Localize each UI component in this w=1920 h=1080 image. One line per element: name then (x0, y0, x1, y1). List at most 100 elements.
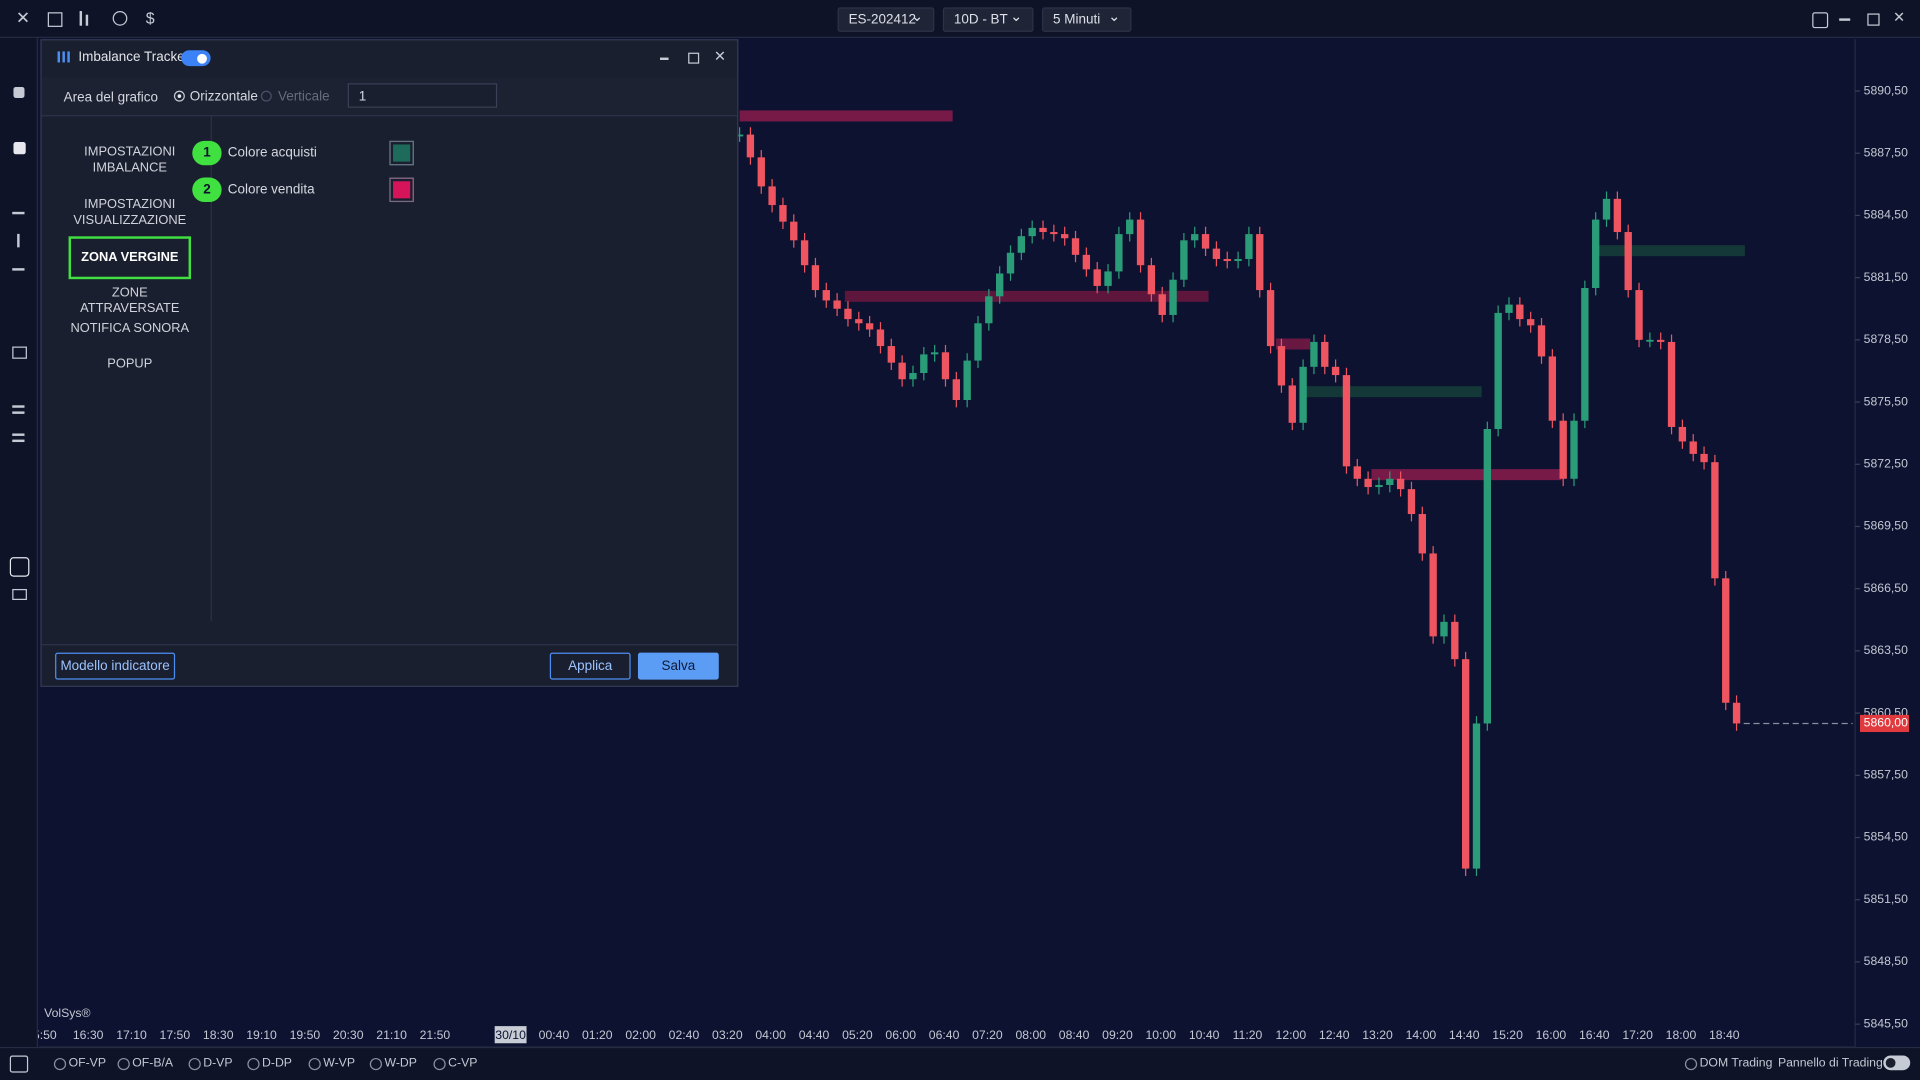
candle (1006, 252, 1015, 274)
minimize-icon[interactable] (659, 57, 669, 60)
candle (1028, 227, 1036, 237)
candle (844, 308, 852, 320)
candle (1353, 466, 1361, 479)
close-window-icon[interactable]: ✕ (1893, 8, 1906, 26)
apply-button[interactable]: Applica (549, 652, 631, 680)
x-tick-label: 09:20 (1102, 1028, 1133, 1042)
tool-icon[interactable] (13, 142, 26, 155)
candle (974, 323, 982, 361)
menu-item[interactable]: IMPOSTAZIONI IMBALANCE (84, 144, 176, 176)
candle (1039, 227, 1047, 233)
color-swatch[interactable] (389, 140, 414, 166)
candle (887, 346, 895, 363)
candle-icon[interactable] (47, 12, 63, 27)
timeframe-dropdown[interactable]: 5 Minuti (1042, 7, 1132, 32)
imbalance-zone (1597, 245, 1745, 257)
candle (941, 352, 950, 380)
template-button[interactable]: Modello indicatore (55, 652, 176, 680)
tool-bar (0, 37, 38, 1047)
menu-item[interactable]: IMPOSTAZIONI VISUALIZZAZIONE (73, 197, 187, 228)
tool-icon[interactable] (13, 86, 25, 98)
option-horizontal[interactable]: Orizzontale (189, 89, 258, 105)
y-tick-label: 5872,50 (1864, 456, 1908, 470)
menu-item[interactable]: ZONE ATTRAVERSATE (80, 285, 180, 316)
enable-switch[interactable] (181, 50, 211, 67)
save-button[interactable]: Salva (637, 652, 719, 680)
x-tick-label: 17:20 (1622, 1028, 1653, 1042)
menu-item[interactable]: POPUP (107, 356, 153, 372)
area-select[interactable]: 1 (347, 83, 498, 108)
candle (985, 296, 993, 324)
top-bar: ✕ $ ES-202412 10D - BT 5 Minuti ✕ (0, 0, 1920, 38)
bottom-bar: OF-VP OF-B/A D-VP D-DP W-VP W-DP C-VP DOM Trad… (0, 1046, 1920, 1080)
menu-item[interactable]: NOTIFICA SONORA (70, 320, 190, 336)
indicator-tab[interactable]: W-DP (369, 1057, 417, 1071)
bar-icon[interactable] (85, 14, 89, 26)
radio-selected[interactable] (173, 90, 185, 102)
tool-icon[interactable] (12, 433, 25, 436)
y-tick-label: 5854,50 (1864, 830, 1908, 844)
option-vertical[interactable]: Verticale (277, 89, 330, 105)
symbol-dropdown[interactable]: ES-202412 (837, 7, 935, 32)
close-icon[interactable]: ✕ (713, 47, 727, 65)
x-tick-label: 04:00 (755, 1028, 786, 1042)
candle (822, 290, 830, 301)
candle (1191, 234, 1199, 241)
range-dropdown[interactable]: 10D - BT (942, 7, 1034, 32)
tool-icon[interactable] (9, 557, 30, 577)
candle (1266, 290, 1275, 347)
x-tick-label: 13:20 (1362, 1028, 1393, 1042)
tool-icon[interactable] (12, 211, 25, 214)
candle (1375, 485, 1383, 488)
tool-icon[interactable] (12, 439, 25, 442)
y-tick-label: 5845,50 (1864, 1016, 1908, 1030)
dialog-title: Imbalance Tracker (78, 50, 190, 65)
candle (1635, 290, 1643, 340)
x-tick-label: 18:40 (1709, 1028, 1740, 1042)
close-icon[interactable]: ✕ (15, 7, 31, 27)
indicator-tab[interactable]: D-DP (247, 1057, 292, 1071)
panel-icon[interactable] (9, 1055, 29, 1073)
candle (1331, 366, 1340, 376)
candle (1581, 288, 1589, 421)
candle (920, 354, 928, 374)
settings-icon[interactable] (112, 11, 128, 26)
x-tick-label: 18:00 (1666, 1028, 1697, 1042)
candle (757, 157, 765, 187)
last-price-box (1859, 714, 1909, 733)
x-tick-label: 04:40 (799, 1028, 830, 1042)
y-tick-label: 5875,50 (1864, 394, 1908, 408)
minimize-icon[interactable] (1839, 18, 1851, 21)
maximize-icon[interactable] (688, 52, 700, 64)
x-tick-label: 15:20 (1492, 1028, 1523, 1042)
bar-icon[interactable] (79, 11, 83, 26)
indicator-tab[interactable]: OF-VP (53, 1057, 106, 1071)
candle (779, 205, 787, 222)
maximize-icon[interactable] (1867, 13, 1880, 26)
indicator-tab[interactable]: C-VP (433, 1057, 477, 1071)
layout-icon[interactable] (1812, 12, 1829, 29)
dom-toggle[interactable]: DOM Trading (1684, 1057, 1772, 1071)
tool-icon[interactable] (12, 405, 25, 408)
candle (1104, 271, 1112, 286)
candle (1592, 219, 1600, 289)
panel-switch[interactable] (1883, 1055, 1911, 1071)
divider (210, 116, 212, 621)
tool-icon[interactable] (12, 268, 25, 270)
indicator-tab[interactable]: D-VP (188, 1057, 233, 1071)
candle (1093, 269, 1101, 286)
tool-icon[interactable] (12, 588, 27, 600)
candle (1364, 478, 1372, 488)
menu-item[interactable]: ZONA VERGINE (81, 249, 179, 265)
color-swatch[interactable] (389, 177, 414, 203)
candle (1310, 341, 1318, 367)
dollar-icon[interactable]: $ (145, 8, 155, 27)
tool-icon[interactable] (12, 346, 27, 359)
radio[interactable] (260, 90, 272, 102)
indicator-tab[interactable]: W-VP (308, 1057, 355, 1071)
indicator-tab[interactable]: OF-B/A (117, 1057, 173, 1071)
imbalance-zone (739, 110, 953, 122)
tool-icon[interactable] (17, 233, 19, 248)
tool-icon[interactable] (12, 411, 25, 414)
